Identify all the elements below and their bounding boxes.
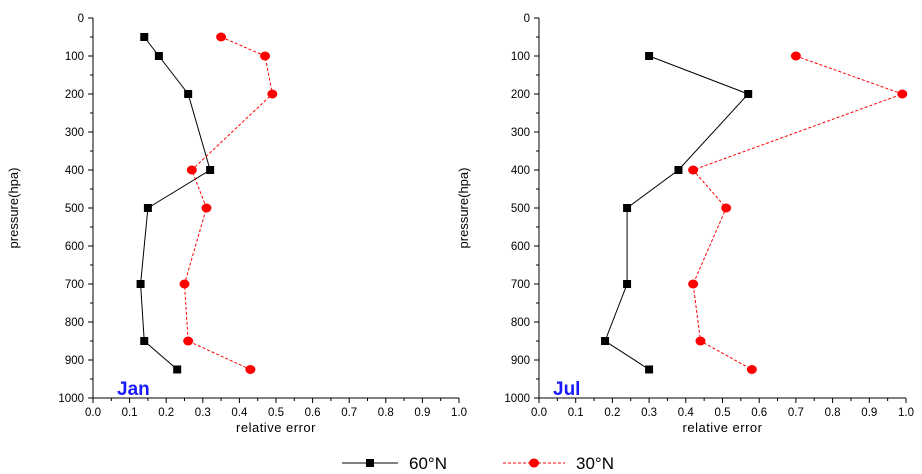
y-axis-label: pressure(hpa) — [456, 168, 471, 249]
x-tick-label: 0.8 — [825, 407, 841, 419]
data-point — [173, 365, 182, 374]
data-point — [245, 365, 256, 374]
data-point — [267, 89, 278, 99]
y-tick-label: 400 — [511, 165, 530, 177]
series-line — [140, 36, 211, 370]
y-axis-label: pressure(hpa) — [6, 168, 21, 249]
x-tick-label: 0.7 — [341, 407, 357, 419]
x-tick-label: 0.4 — [678, 407, 695, 419]
x-tick-label: 0.9 — [414, 407, 430, 419]
data-point — [183, 336, 194, 346]
data-point — [790, 51, 801, 61]
x-tick-label: 0.5 — [715, 407, 731, 419]
data-point — [721, 203, 732, 213]
legend-marker-60n — [366, 459, 374, 467]
data-point — [897, 89, 908, 99]
y-tick-label: 1000 — [504, 393, 530, 405]
data-point — [744, 90, 753, 98]
x-tick-label: 0.6 — [305, 407, 321, 419]
y-tick-label: 100 — [511, 51, 530, 63]
x-tick-label: 0.0 — [85, 407, 101, 419]
x-tick-label: 0.2 — [604, 407, 620, 419]
x-tick-label: 0.3 — [641, 407, 657, 419]
x-tick-label: 1.0 — [451, 407, 467, 419]
data-point — [140, 337, 149, 345]
data-point — [623, 280, 632, 288]
data-point — [645, 52, 654, 60]
legend-item-30n: 30°N — [503, 454, 614, 473]
x-axis-label: relative error — [683, 420, 763, 435]
series-60n — [136, 33, 215, 374]
series-30n — [688, 51, 908, 374]
legend: 60°N 30°N — [342, 454, 614, 473]
data-point — [260, 51, 271, 61]
y-tick-label: 600 — [65, 241, 84, 253]
data-point — [688, 279, 699, 289]
x-axis-label: relative error — [236, 420, 316, 435]
y-tick-label: 800 — [511, 317, 530, 329]
data-point — [645, 365, 654, 374]
x-tick-label: 0.3 — [195, 407, 211, 419]
data-point — [186, 165, 197, 175]
series-line — [604, 55, 750, 370]
data-point — [688, 165, 699, 175]
data-point — [695, 336, 706, 346]
y-tick-label: 0 — [524, 13, 530, 25]
y-tick-label: 300 — [65, 127, 84, 139]
y-tick-label: 0 — [78, 13, 84, 25]
x-tick-label: 0.1 — [568, 407, 584, 419]
series-line — [692, 55, 904, 370]
data-point — [216, 32, 227, 42]
data-point — [674, 166, 683, 174]
x-tick-label: 0.8 — [378, 407, 394, 419]
y-tick-label: 500 — [65, 203, 84, 215]
x-tick-label: 1.0 — [898, 407, 914, 419]
data-point — [201, 203, 212, 213]
data-point — [143, 204, 152, 212]
month-label-jan: Jan — [117, 379, 150, 400]
x-tick-label: 0.7 — [788, 407, 804, 419]
series-30n — [179, 32, 278, 374]
month-label-jul: Jul — [553, 379, 580, 400]
x-tick-label: 0.4 — [231, 407, 248, 419]
y-tick-label: 900 — [511, 355, 530, 367]
y-tick-label: 700 — [65, 279, 84, 291]
legend-label-30n: 30°N — [576, 454, 614, 473]
y-tick-label: 100 — [65, 51, 84, 63]
legend-marker-30n — [529, 458, 539, 468]
data-point — [179, 279, 190, 289]
y-tick-label: 1000 — [58, 393, 84, 405]
x-tick-label: 0.0 — [531, 407, 547, 419]
data-point — [601, 337, 610, 345]
x-tick-label: 0.6 — [751, 407, 767, 419]
data-point — [136, 280, 145, 288]
data-point — [140, 33, 149, 41]
data-point — [154, 52, 163, 60]
y-tick-label: 200 — [511, 89, 530, 101]
x-tick-label: 0.1 — [122, 407, 138, 419]
y-tick-label: 900 — [65, 355, 84, 367]
x-tick-label: 0.9 — [861, 407, 877, 419]
data-point — [184, 90, 193, 98]
y-tick-label: 200 — [65, 89, 84, 101]
legend-label-60n: 60°N — [409, 454, 447, 473]
y-tick-label: 300 — [511, 127, 530, 139]
data-point — [623, 204, 632, 212]
series-60n — [601, 52, 753, 374]
x-tick-label: 0.5 — [268, 407, 284, 419]
y-tick-label: 800 — [65, 317, 84, 329]
data-point — [206, 166, 215, 174]
x-tick-label: 0.2 — [158, 407, 174, 419]
series-line — [183, 36, 273, 370]
y-tick-label: 400 — [65, 165, 84, 177]
legend-item-60n: 60°N — [342, 454, 447, 473]
y-tick-label: 500 — [511, 203, 530, 215]
y-tick-label: 700 — [511, 279, 530, 291]
data-point — [746, 365, 757, 374]
y-tick-label: 600 — [511, 241, 530, 253]
